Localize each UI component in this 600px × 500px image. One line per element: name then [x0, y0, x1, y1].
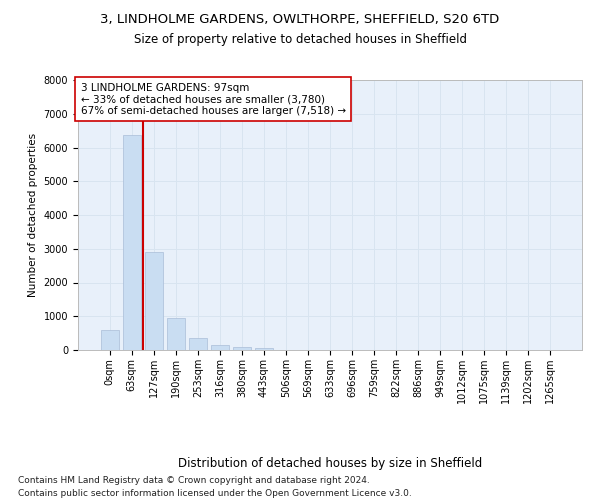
Text: Distribution of detached houses by size in Sheffield: Distribution of detached houses by size … — [178, 458, 482, 470]
Bar — [233, 347, 251, 350]
Y-axis label: Number of detached properties: Number of detached properties — [28, 133, 38, 297]
Bar — [189, 338, 206, 350]
Bar — [167, 318, 185, 350]
Text: Size of property relative to detached houses in Sheffield: Size of property relative to detached ho… — [133, 32, 467, 46]
Text: Contains HM Land Registry data © Crown copyright and database right 2024.: Contains HM Land Registry data © Crown c… — [18, 476, 370, 485]
Text: Contains public sector information licensed under the Open Government Licence v3: Contains public sector information licen… — [18, 489, 412, 498]
Bar — [145, 252, 163, 350]
Text: 3 LINDHOLME GARDENS: 97sqm
← 33% of detached houses are smaller (3,780)
67% of s: 3 LINDHOLME GARDENS: 97sqm ← 33% of deta… — [80, 82, 346, 116]
Bar — [255, 348, 273, 350]
Bar — [211, 345, 229, 350]
Bar — [123, 134, 140, 350]
Bar — [101, 330, 119, 350]
Text: 3, LINDHOLME GARDENS, OWLTHORPE, SHEFFIELD, S20 6TD: 3, LINDHOLME GARDENS, OWLTHORPE, SHEFFIE… — [100, 12, 500, 26]
